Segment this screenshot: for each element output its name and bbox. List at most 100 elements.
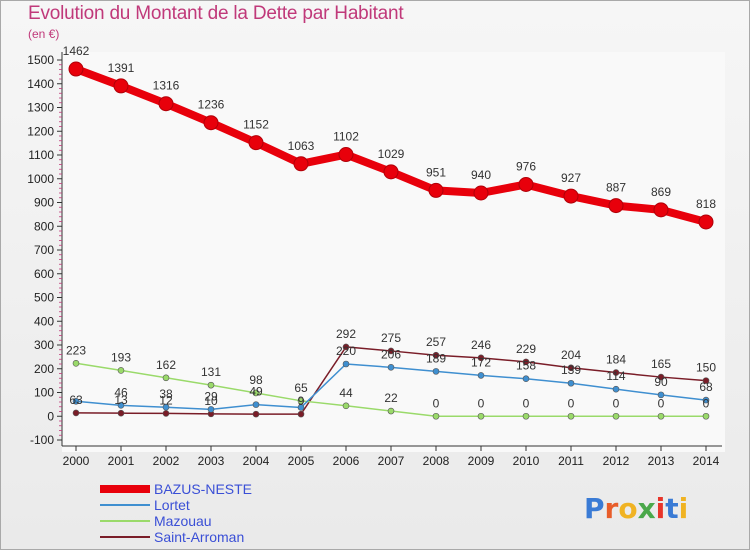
data-label: 44 xyxy=(339,386,353,400)
data-point xyxy=(342,402,350,410)
x-tick-label: 2008 xyxy=(423,454,450,468)
data-label: 90 xyxy=(654,375,668,389)
legend-item-label: Saint-Arroman xyxy=(154,529,244,545)
data-point xyxy=(162,374,170,382)
y-tick-label: 500 xyxy=(34,291,54,305)
data-label: 257 xyxy=(426,335,446,349)
data-point xyxy=(698,214,714,230)
x-tick-label: 2007 xyxy=(378,454,405,468)
data-label: 976 xyxy=(516,159,536,173)
data-label: 193 xyxy=(111,350,131,364)
data-point xyxy=(72,397,80,405)
legend-item-label: Mazouau xyxy=(154,513,212,529)
data-label: 63 xyxy=(69,393,83,407)
x-tick-label: 2002 xyxy=(153,454,180,468)
data-point xyxy=(252,410,260,418)
data-point xyxy=(252,389,260,397)
data-point xyxy=(567,379,575,387)
x-tick-label: 2013 xyxy=(648,454,675,468)
data-label: 818 xyxy=(696,197,716,211)
legend-item-label: BAZUS-NESTE xyxy=(154,481,252,497)
data-point xyxy=(72,409,80,417)
data-label: 65 xyxy=(294,381,308,395)
data-label: 162 xyxy=(156,358,176,372)
data-point xyxy=(203,115,219,131)
x-tick-label: 2004 xyxy=(243,454,270,468)
data-label: 223 xyxy=(66,343,86,357)
data-label: 9 xyxy=(298,394,305,408)
data-label: 68 xyxy=(699,380,713,394)
data-label: 1029 xyxy=(378,147,405,161)
data-label: 1391 xyxy=(108,61,135,75)
x-tick-label: 2006 xyxy=(333,454,360,468)
data-point xyxy=(68,61,84,77)
data-point xyxy=(428,182,444,198)
data-label: 887 xyxy=(606,181,626,195)
plot-area xyxy=(62,52,725,452)
data-point xyxy=(297,404,305,411)
data-label: 0 xyxy=(568,396,575,410)
data-point xyxy=(158,96,174,112)
data-point xyxy=(383,164,399,180)
y-tick-label: -100 xyxy=(30,433,54,447)
y-tick-label: 900 xyxy=(34,196,54,210)
x-tick-label: 2012 xyxy=(603,454,630,468)
data-label: 0 xyxy=(658,396,665,410)
data-label: 150 xyxy=(696,361,716,375)
data-point xyxy=(162,410,170,417)
data-point xyxy=(657,391,665,399)
data-point xyxy=(117,367,125,374)
data-label: 10 xyxy=(204,394,218,408)
x-tick-label: 2003 xyxy=(198,454,225,468)
x-tick-label: 2009 xyxy=(468,454,495,468)
data-point xyxy=(248,135,264,151)
data-point xyxy=(522,412,530,420)
data-point xyxy=(477,354,485,362)
y-tick-label: 0 xyxy=(47,409,54,423)
data-point xyxy=(522,358,530,366)
data-label: 1462 xyxy=(63,44,90,58)
y-tick-label: 800 xyxy=(34,219,54,233)
x-tick-label: 2005 xyxy=(288,454,315,468)
data-label: 940 xyxy=(471,168,491,182)
y-tick-label: 600 xyxy=(34,267,54,281)
data-label: 1063 xyxy=(288,139,315,153)
y-tick-label: 700 xyxy=(34,243,54,257)
data-point xyxy=(657,412,665,420)
chart-title: Evolution du Montant de la Dette par Hab… xyxy=(28,3,404,24)
data-label: 13 xyxy=(114,393,128,407)
data-point xyxy=(252,401,260,408)
y-tick-label: 1000 xyxy=(27,172,54,186)
data-point xyxy=(608,198,624,214)
data-label: 139 xyxy=(561,363,581,377)
data-label: 46 xyxy=(114,385,128,399)
data-point xyxy=(113,78,129,94)
data-point xyxy=(162,403,170,411)
proxiti-logo: Proxiti xyxy=(584,492,688,525)
data-label: 29 xyxy=(204,389,218,403)
data-point xyxy=(702,412,710,420)
data-point xyxy=(293,156,309,172)
data-point xyxy=(432,368,440,375)
data-point xyxy=(612,369,620,376)
data-label: 165 xyxy=(651,357,671,371)
data-point xyxy=(342,343,350,351)
data-label: 49 xyxy=(249,385,263,399)
data-label: 206 xyxy=(381,347,401,361)
x-tick-label: 2011 xyxy=(558,454,584,468)
y-tick-label: 400 xyxy=(34,314,54,328)
data-point xyxy=(518,176,534,192)
data-point xyxy=(387,347,395,355)
data-point xyxy=(207,406,215,413)
x-tick-label: 2010 xyxy=(513,454,540,468)
legend-item-label: Lortet xyxy=(154,497,190,513)
data-point xyxy=(612,385,620,393)
data-label: 1152 xyxy=(243,118,269,132)
data-point xyxy=(702,396,710,404)
y-tick-label: 1200 xyxy=(27,124,54,138)
data-label: 172 xyxy=(471,355,491,369)
data-point xyxy=(207,381,215,389)
data-label: 0 xyxy=(478,396,485,410)
data-point xyxy=(117,402,125,409)
